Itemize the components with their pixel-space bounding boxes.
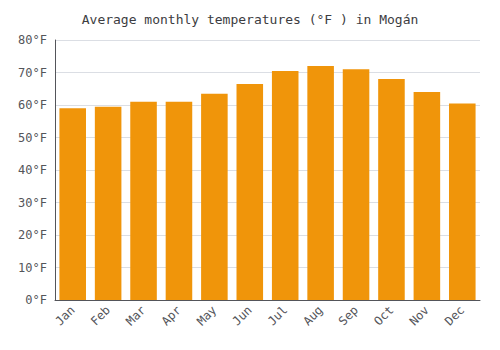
svg-text:Jun: Jun bbox=[230, 303, 255, 328]
svg-text:Oct: Oct bbox=[371, 303, 396, 328]
svg-text:80°F: 80°F bbox=[18, 33, 47, 47]
svg-text:Aug: Aug bbox=[300, 303, 325, 328]
svg-text:Dec: Dec bbox=[442, 303, 467, 328]
svg-text:Mar: Mar bbox=[123, 303, 148, 328]
svg-text:May: May bbox=[194, 303, 219, 328]
svg-text:40°F: 40°F bbox=[18, 163, 47, 177]
svg-text:0°F: 0°F bbox=[25, 293, 47, 307]
svg-text:Apr: Apr bbox=[159, 303, 184, 328]
svg-text:Nov: Nov bbox=[407, 303, 432, 328]
svg-text:Average monthly temperatures (: Average monthly temperatures (°F ) in Mo… bbox=[82, 12, 419, 27]
svg-text:Jan: Jan bbox=[52, 303, 77, 328]
svg-text:70°F: 70°F bbox=[18, 66, 47, 80]
svg-text:50°F: 50°F bbox=[18, 131, 47, 145]
svg-text:Feb: Feb bbox=[88, 303, 113, 328]
svg-text:Sep: Sep bbox=[336, 303, 361, 328]
svg-text:Jul: Jul bbox=[265, 303, 290, 328]
svg-text:10°F: 10°F bbox=[18, 261, 47, 275]
svg-text:60°F: 60°F bbox=[18, 98, 47, 112]
svg-text:20°F: 20°F bbox=[18, 228, 47, 242]
svg-text:30°F: 30°F bbox=[18, 196, 47, 210]
